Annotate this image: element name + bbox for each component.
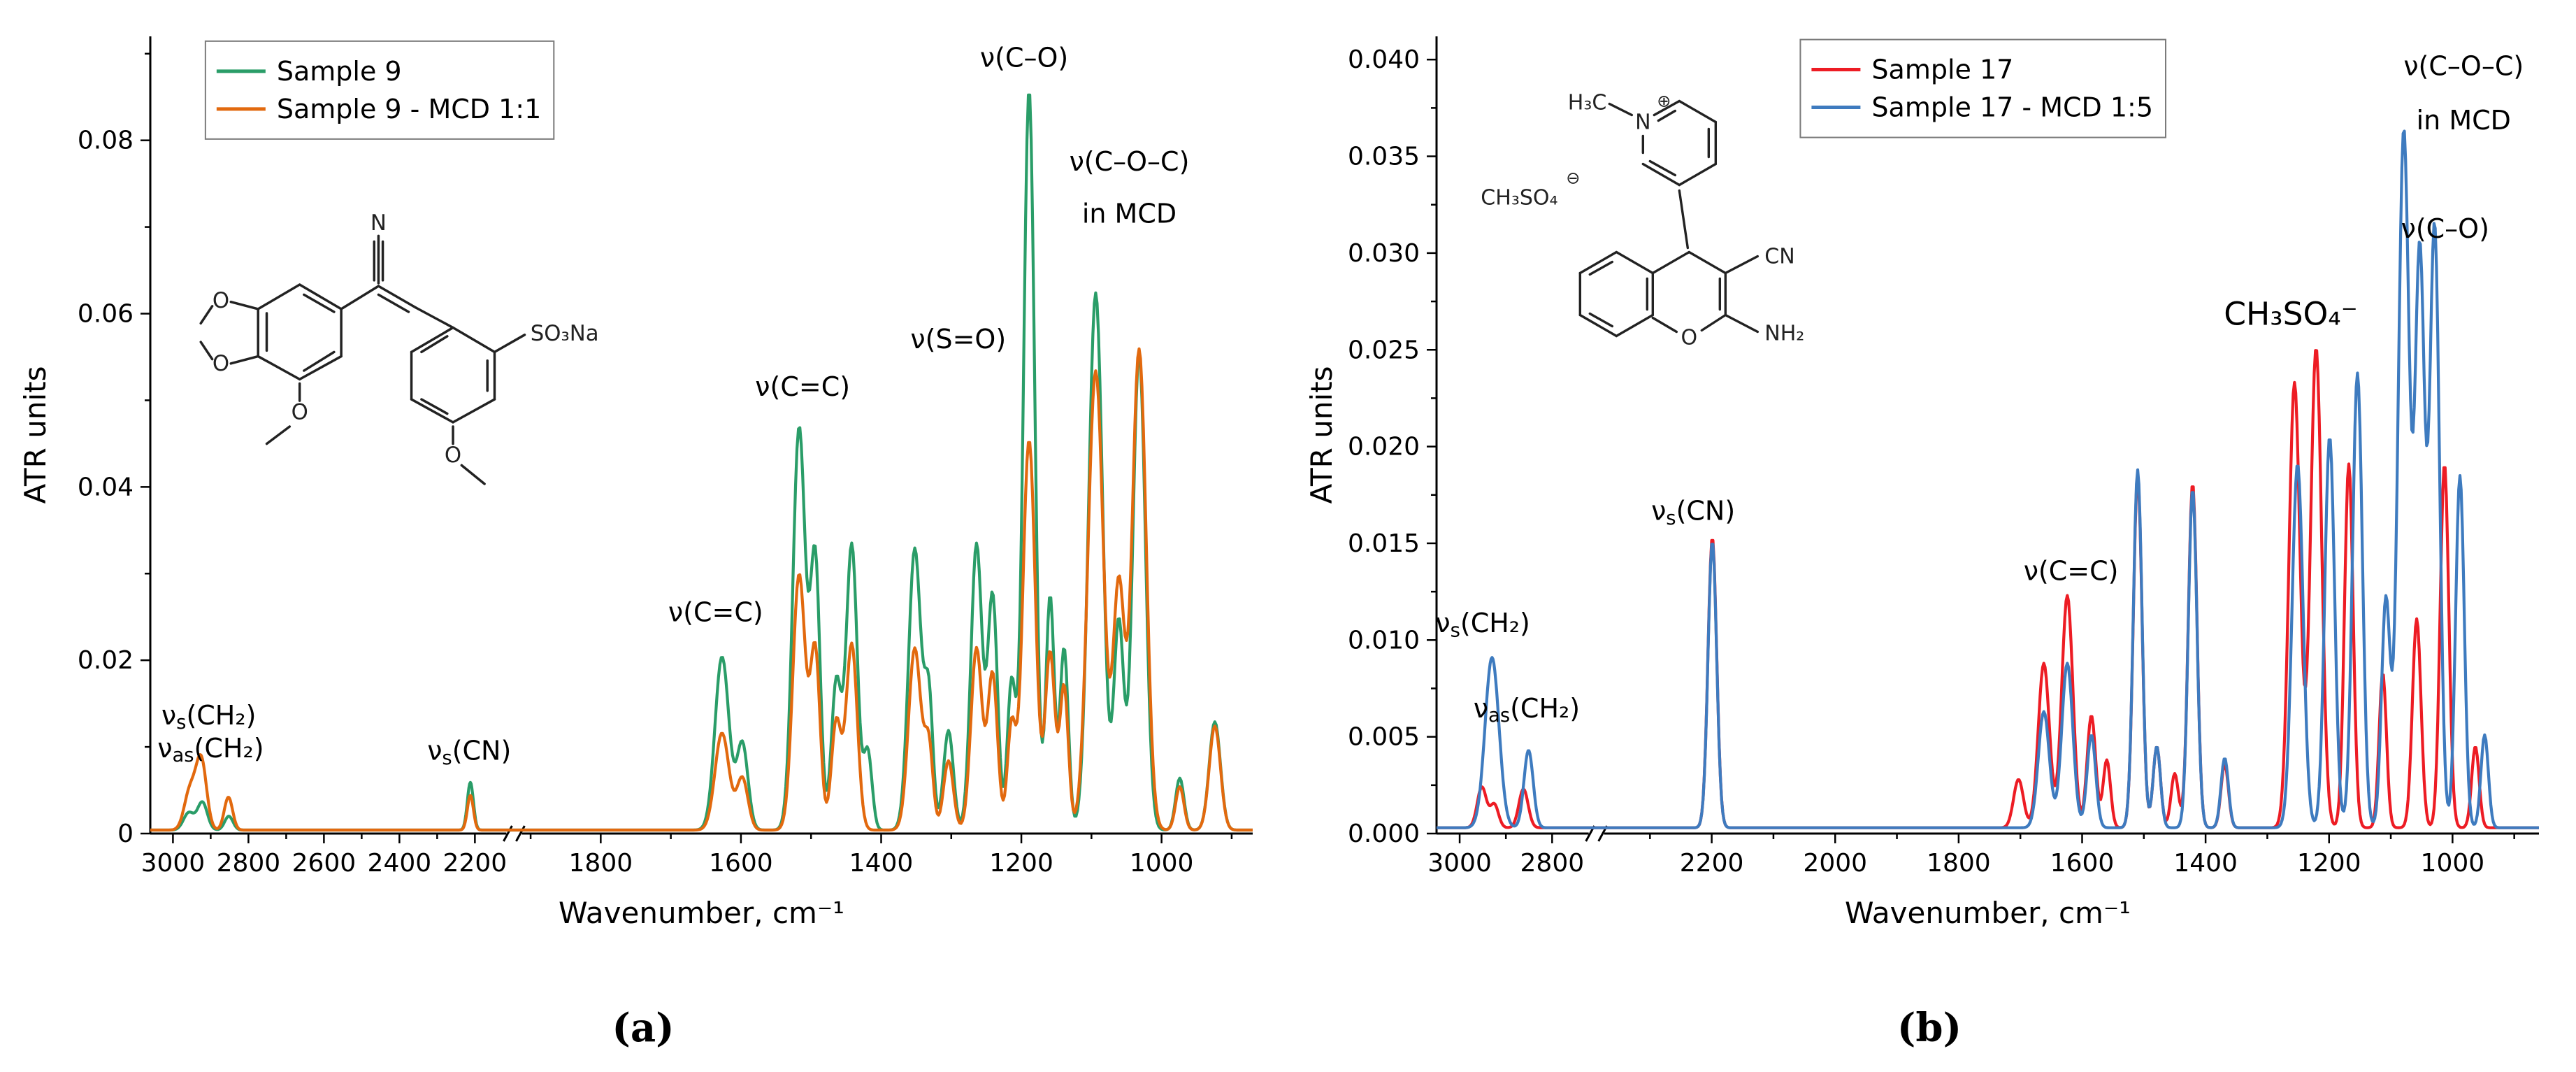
series-sample-17-mcd-1-5 xyxy=(1436,129,2540,829)
annotation: ν(S=O) xyxy=(910,324,1006,355)
x-tick-label: 1200 xyxy=(989,849,1053,878)
x-tick-label: 2400 xyxy=(368,849,432,878)
x-tick-label: 2200 xyxy=(443,849,508,878)
annotation: ν(C–O) xyxy=(980,42,1068,73)
annotation: in MCD xyxy=(1082,198,1177,229)
series-sample-17 xyxy=(1436,349,2540,829)
x-axis-title: Wavenumber, cm⁻¹ xyxy=(1845,896,2131,930)
y-tick-label: 0.015 xyxy=(1348,529,1420,558)
annotation: CH₃SO₄⁻ xyxy=(2224,295,2358,332)
x-tick-label: 1600 xyxy=(709,849,773,878)
ticks xyxy=(141,52,1233,843)
y-tick-label: 0.035 xyxy=(1348,143,1420,171)
axes xyxy=(1435,36,2539,835)
spectrum-chart-b: 3000 2800 2200 2000 1800 1600 1400 1200 1000 0.00… xyxy=(1286,8,2573,1001)
atom-label: O xyxy=(213,288,229,313)
annotation: νs(CH₂) xyxy=(161,700,257,734)
annotation: ν(C–O–C) xyxy=(2403,50,2524,81)
y-tick-label: 0.030 xyxy=(1348,239,1420,268)
y-tick-label: 0.06 xyxy=(78,300,134,329)
panel-a: 3000 2800 2600 2400 2200 1800 1600 1400 1200 1000… xyxy=(0,8,1286,1062)
legend-box xyxy=(1799,38,2167,138)
y-tick-label: 0.08 xyxy=(78,127,134,155)
annotation: ν(C=C) xyxy=(755,371,850,402)
x-tick-label: 1000 xyxy=(2421,849,2485,878)
x-tick-label: 1400 xyxy=(849,849,914,878)
annotation: ν(C=C) xyxy=(2024,556,2119,587)
atom-label: N xyxy=(370,210,387,236)
panel-label-a: (a) xyxy=(612,1005,675,1051)
panel-label-b: (b) xyxy=(1897,1005,1962,1051)
legend-label: Sample 17 - MCD 1:5 xyxy=(1871,92,2153,123)
annotation: νs(CH₂) xyxy=(1435,608,1530,641)
atom-label: ⊖ xyxy=(1566,169,1580,188)
axes xyxy=(149,36,1253,835)
legend: Sample 9 Sample 9 - MCD 1:1 xyxy=(204,40,555,140)
molecule-structure: H₃C N ⊕ CH₃SO₄ ⊖ O CN NH₂ xyxy=(1481,91,1804,350)
atom-label: CN xyxy=(1764,245,1794,269)
axis-break-icon xyxy=(503,825,526,842)
legend: Sample 17 Sample 17 - MCD 1:5 xyxy=(1799,38,2167,138)
atom-label: CH₃SO₄ xyxy=(1481,186,1557,210)
x-tick-label: 1800 xyxy=(1927,849,1991,878)
legend-label: Sample 9 - MCD 1:1 xyxy=(277,94,541,124)
annotation: νs(CN) xyxy=(427,736,511,769)
x-tick-label: 2800 xyxy=(1520,849,1585,878)
axis-break-gap xyxy=(1588,831,1604,836)
y-tick-label: 0.020 xyxy=(1348,433,1420,462)
atom-label: O xyxy=(213,351,229,376)
y-axis-title: ATR units xyxy=(18,366,52,504)
atom-label: NH₂ xyxy=(1764,322,1804,346)
x-tick-label: 1400 xyxy=(2173,849,2238,878)
y-tick-label: 0.04 xyxy=(78,473,134,501)
x-tick-label: 2800 xyxy=(217,849,281,878)
atom-label: O xyxy=(445,443,461,468)
x-tick-label: 3000 xyxy=(141,849,206,878)
y-tick-label: 0.005 xyxy=(1348,723,1420,752)
x-tick-label: 3000 xyxy=(1427,849,1492,878)
molecule-structure: N O O O O SO₃Na xyxy=(199,210,599,485)
annotation: νas(CH₂) xyxy=(1474,693,1580,727)
tick-labels: 3000 2800 2200 2000 1800 1600 1400 1200 1000 0.00… xyxy=(1348,45,2484,878)
legend-label: Sample 9 xyxy=(277,56,402,87)
atom-label: O xyxy=(292,400,308,425)
annotation: ν(C–O–C) xyxy=(1070,146,1190,177)
legend-box xyxy=(204,40,555,140)
x-tick-label: 2200 xyxy=(1680,849,1744,878)
x-axis-title: Wavenumber, cm⁻¹ xyxy=(559,896,844,930)
atom-label: ⊕ xyxy=(1657,92,1671,111)
x-tick-label: 2600 xyxy=(292,849,357,878)
atom-label: N xyxy=(1635,110,1650,135)
atom-label: SO₃Na xyxy=(531,321,599,346)
legend-label: Sample 17 xyxy=(1871,55,2013,85)
axis-break-gap xyxy=(506,831,522,836)
annotation: νas(CH₂) xyxy=(157,733,264,766)
panel-b: 3000 2800 2200 2000 1800 1600 1400 1200 1000 0.00… xyxy=(1286,8,2573,1062)
y-tick-label: 0.040 xyxy=(1348,45,1420,74)
spectrum-chart-a: 3000 2800 2600 2400 2200 1800 1600 1400 1200 1000… xyxy=(0,8,1286,1001)
y-axis-title: ATR units xyxy=(1304,366,1339,504)
y-tick-label: 0.010 xyxy=(1348,626,1420,655)
x-tick-label: 2000 xyxy=(1803,849,1867,878)
ticks xyxy=(1427,58,2515,843)
y-tick-label: 0 xyxy=(117,820,134,848)
x-tick-label: 1800 xyxy=(569,849,633,878)
y-tick-label: 0.000 xyxy=(1348,820,1420,848)
series-sample-9-mcd-1-1 xyxy=(150,347,1253,832)
x-tick-label: 1600 xyxy=(2050,849,2115,878)
atom-label: H₃C xyxy=(1568,91,1607,115)
annotation: ν(C=C) xyxy=(668,596,763,627)
tick-labels: 3000 2800 2600 2400 2200 1800 1600 1400 1200 1000… xyxy=(78,127,1194,878)
x-tick-label: 1200 xyxy=(2297,849,2361,878)
y-tick-label: 0.025 xyxy=(1348,336,1420,364)
annotation: νs(CN) xyxy=(1651,496,1735,529)
y-tick-label: 0.02 xyxy=(78,646,134,675)
annotation: ν(C–O) xyxy=(2401,213,2489,244)
atom-label: O xyxy=(1681,326,1697,350)
annotation: in MCD xyxy=(2417,105,2511,136)
x-tick-label: 1000 xyxy=(1130,849,1194,878)
